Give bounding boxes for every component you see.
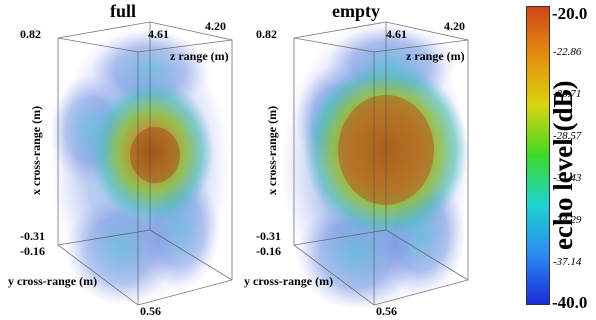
colorbar-tick: -25.71: [553, 88, 582, 100]
colorbar-title: echo level (dB): [548, 80, 578, 250]
colorbar-gradient: [526, 6, 550, 305]
z-axis-label: z range (m): [406, 49, 465, 63]
y-far-tick: 0.56: [376, 304, 397, 318]
z-far-tick: 4.20: [444, 19, 465, 33]
y-axis-label: y cross-range (m): [244, 274, 334, 288]
colorbar-tick: -37.14: [553, 256, 582, 268]
z-axis-label: z range (m): [170, 49, 229, 63]
x-axis-label: x cross-range (m): [29, 105, 43, 195]
x-top-tick: 0.82: [256, 27, 277, 41]
y-near-tick: -0.16: [20, 244, 45, 258]
volume-render-full: [50, 21, 233, 306]
colorbar-tick: -31.43: [553, 172, 582, 184]
colorbar-min-label: -40.0: [552, 293, 588, 312]
z-near-tick: 4.61: [386, 27, 407, 41]
panel-title: full: [110, 1, 137, 21]
x-bottom-tick: -0.31: [20, 229, 45, 243]
x-bottom-tick: -0.31: [256, 229, 281, 243]
panel-empty: empty 0.82 4.61 4.20 z range (m) x cross…: [236, 0, 506, 320]
z-near-tick: 4.61: [148, 27, 169, 41]
panel-full: full 0.82 4.61 4.20 z range (m) x cross-…: [0, 0, 270, 320]
x-axis-label: x cross-range (m): [265, 105, 279, 195]
y-axis-label: y cross-range (m): [8, 274, 98, 288]
x-top-tick: 0.82: [20, 27, 41, 41]
y-near-tick: -0.16: [256, 244, 281, 258]
z-far-tick: 4.20: [205, 19, 226, 33]
volume-render-empty: [281, 20, 471, 310]
colorbar-max-label: -20.0: [552, 4, 588, 23]
colorbar-tick: -28.57: [553, 130, 582, 142]
panel-title: empty: [332, 1, 380, 21]
colorbar-tick: -22.86: [553, 46, 582, 58]
colorbar-tick: -34.29: [553, 214, 582, 226]
y-far-tick: 0.56: [140, 304, 161, 318]
